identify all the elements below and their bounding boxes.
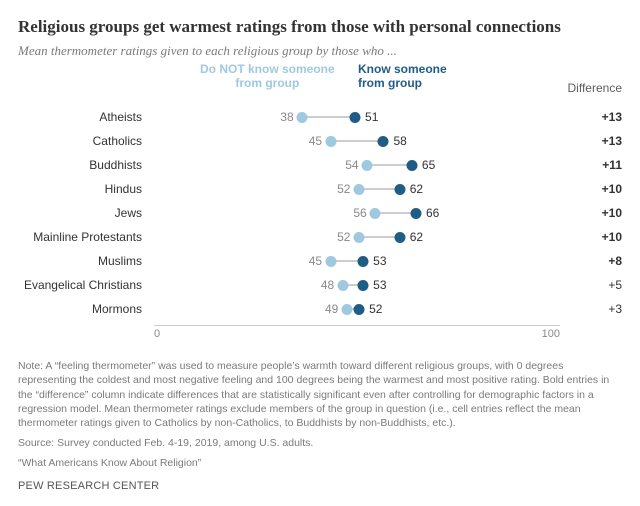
- dot-know: [410, 208, 421, 219]
- difference-value: +8: [566, 254, 622, 268]
- chart-title: Religious groups get warmest ratings fro…: [18, 16, 622, 37]
- legend-not-know-line2: from group: [235, 76, 299, 90]
- table-row: Mainline Protestants 52 62 +10: [18, 225, 622, 249]
- value-know: 53: [373, 278, 386, 292]
- row-track: 52 62: [148, 177, 560, 201]
- table-row: Mormons 49 52 +3: [18, 297, 622, 321]
- value-know: 62: [410, 230, 423, 244]
- dot-know: [394, 184, 405, 195]
- row-label: Muslims: [18, 254, 148, 268]
- table-row: Evangelical Christians 48 53 +5: [18, 273, 622, 297]
- table-row: Atheists 38 51 +13: [18, 105, 622, 129]
- row-label: Catholics: [18, 134, 148, 148]
- table-row: Catholics 45 58 +13: [18, 129, 622, 153]
- dot-not-know: [370, 208, 381, 219]
- note-text: Note: A “feeling thermometer” was used t…: [18, 359, 622, 430]
- row-track: 48 53: [148, 273, 560, 297]
- footer-attribution: PEW RESEARCH CENTER: [18, 480, 622, 492]
- value-know: 65: [422, 158, 435, 172]
- row-track: 54 65: [148, 153, 560, 177]
- table-row: Muslims 45 53 +8: [18, 249, 622, 273]
- value-not-know: 45: [309, 134, 322, 148]
- value-know: 66: [426, 206, 439, 220]
- dot-not-know: [325, 136, 336, 147]
- row-track: 45 53: [148, 249, 560, 273]
- value-not-know: 52: [337, 230, 350, 244]
- value-not-know: 45: [309, 254, 322, 268]
- difference-value: +13: [566, 110, 622, 124]
- dot-not-know: [341, 304, 352, 315]
- row-track: 56 66: [148, 201, 560, 225]
- row-label: Mormons: [18, 302, 148, 316]
- value-not-know: 38: [280, 110, 293, 124]
- value-not-know: 54: [345, 158, 358, 172]
- x-axis: 0 100: [154, 325, 560, 341]
- dot-not-know: [297, 112, 308, 123]
- dot-know: [358, 256, 369, 267]
- difference-value: +13: [566, 134, 622, 148]
- difference-header: Difference: [568, 81, 622, 95]
- table-row: Buddhists 54 65 +11: [18, 153, 622, 177]
- difference-value: +10: [566, 206, 622, 220]
- legend-know: Know someone from group: [358, 63, 447, 91]
- dot-not-know: [325, 256, 336, 267]
- value-not-know: 48: [321, 278, 334, 292]
- row-label: Hindus: [18, 182, 148, 196]
- value-know: 52: [369, 302, 382, 316]
- dot-know: [406, 160, 417, 171]
- source-text: Source: Survey conducted Feb. 4-19, 2019…: [18, 436, 622, 450]
- report-name: “What Americans Know About Religion”: [18, 456, 622, 470]
- chart-subtitle: Mean thermometer ratings given to each r…: [18, 43, 622, 59]
- difference-value: +5: [566, 278, 622, 292]
- dot-know: [394, 232, 405, 243]
- legend-not-know-line1: Do NOT know someone: [200, 62, 335, 76]
- row-label: Mainline Protestants: [18, 230, 148, 244]
- row-track: 52 62: [148, 225, 560, 249]
- dot-not-know: [337, 280, 348, 291]
- value-not-know: 52: [337, 182, 350, 196]
- row-label: Jews: [18, 206, 148, 220]
- value-know: 58: [393, 134, 406, 148]
- connector-line: [302, 116, 355, 118]
- legend-not-know: Do NOT know someone from group: [200, 63, 335, 91]
- difference-value: +3: [566, 302, 622, 316]
- dot-not-know: [354, 232, 365, 243]
- row-track: 45 58: [148, 129, 560, 153]
- value-know: 62: [410, 182, 423, 196]
- row-track: 49 52: [148, 297, 560, 321]
- connector-line: [367, 164, 412, 166]
- axis-tick-label: 100: [542, 328, 560, 340]
- difference-value: +10: [566, 182, 622, 196]
- dot-know: [378, 136, 389, 147]
- row-label: Buddhists: [18, 158, 148, 172]
- value-not-know: 49: [325, 302, 338, 316]
- value-know: 51: [365, 110, 378, 124]
- dot-know: [354, 304, 365, 315]
- legend-know-line1: Know someone: [358, 62, 447, 76]
- dot-know: [358, 280, 369, 291]
- difference-value: +10: [566, 230, 622, 244]
- connector-line: [331, 140, 384, 142]
- table-row: Hindus 52 62 +10: [18, 177, 622, 201]
- dot-know: [350, 112, 361, 123]
- chart-area: Do NOT know someone from group Know some…: [18, 63, 622, 353]
- dot-not-know: [362, 160, 373, 171]
- legend-know-line2: from group: [358, 76, 422, 90]
- table-row: Jews 56 66 +10: [18, 201, 622, 225]
- chart-rows: Atheists 38 51 +13 Catholics 45 58 +13 Buddhists…: [18, 105, 622, 321]
- dot-not-know: [354, 184, 365, 195]
- row-label: Evangelical Christians: [18, 278, 148, 292]
- value-know: 53: [373, 254, 386, 268]
- value-not-know: 56: [353, 206, 366, 220]
- axis-tick-label: 0: [154, 328, 160, 340]
- row-label: Atheists: [18, 110, 148, 124]
- difference-value: +11: [566, 158, 622, 172]
- legend: Do NOT know someone from group Know some…: [18, 63, 622, 105]
- row-track: 38 51: [148, 105, 560, 129]
